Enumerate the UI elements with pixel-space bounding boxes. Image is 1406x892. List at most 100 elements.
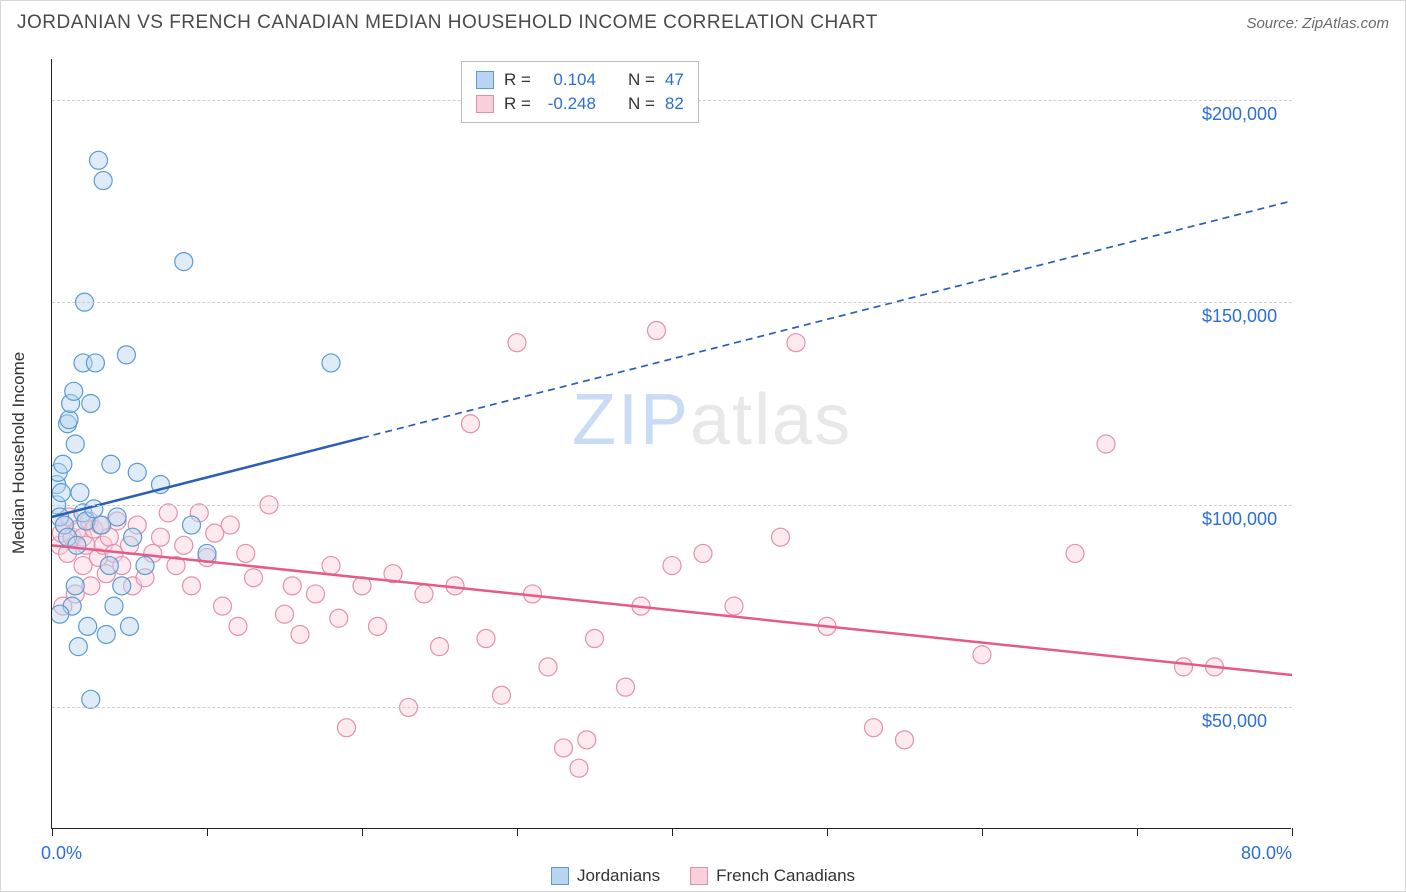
data-point (508, 334, 526, 352)
data-point (214, 597, 232, 615)
y-axis-label: Median Household Income (9, 352, 29, 554)
x-axis-min-label: 0.0% (41, 843, 82, 864)
data-point (787, 334, 805, 352)
data-point (973, 646, 991, 664)
data-point (1066, 544, 1084, 562)
data-point (330, 609, 348, 627)
chart-container: JORDANIAN VS FRENCH CANADIAN MEDIAN HOUS… (0, 0, 1406, 892)
data-point (694, 544, 712, 562)
source-label: Source: ZipAtlas.com (1246, 15, 1389, 32)
data-point (1175, 658, 1193, 676)
data-point (121, 617, 139, 635)
correlation-legend-row-1: R = 0.104 N = 47 (476, 68, 684, 92)
data-point (152, 528, 170, 546)
data-point (66, 435, 84, 453)
data-point (586, 630, 604, 648)
data-point (86, 354, 104, 372)
series-label-2: French Canadians (716, 866, 855, 886)
data-point (65, 382, 83, 400)
data-point (60, 411, 78, 429)
data-point (237, 544, 255, 562)
data-point (663, 557, 681, 575)
data-point (52, 484, 70, 502)
x-tick (672, 828, 673, 836)
data-point (431, 638, 449, 656)
series-legend: Jordanians French Canadians (1, 866, 1405, 886)
data-point (79, 617, 97, 635)
data-point (54, 455, 72, 473)
plot-svg (52, 59, 1292, 829)
data-point (183, 516, 201, 534)
data-point (124, 528, 142, 546)
data-point (102, 455, 120, 473)
data-point (175, 536, 193, 554)
data-point (865, 719, 883, 737)
x-tick (1292, 828, 1293, 836)
data-point (136, 557, 154, 575)
x-tick (52, 828, 53, 836)
series-legend-2: French Canadians (690, 866, 855, 886)
data-point (82, 394, 100, 412)
x-axis-max-label: 80.0% (1241, 843, 1292, 864)
data-point (338, 719, 356, 737)
data-point (617, 678, 635, 696)
data-point (477, 630, 495, 648)
series-swatch-2 (690, 867, 708, 885)
r-label-1: R = (504, 70, 531, 90)
y-tick-label: $50,000 (1202, 711, 1267, 732)
data-point (283, 577, 301, 595)
data-point (94, 172, 112, 190)
y-tick-label: $100,000 (1202, 509, 1277, 530)
n-label-1: N = (628, 70, 655, 90)
x-tick (517, 828, 518, 836)
data-point (570, 759, 588, 777)
data-point (493, 686, 511, 704)
data-point (128, 463, 146, 481)
data-point (108, 508, 126, 526)
data-point (896, 731, 914, 749)
data-point (82, 690, 100, 708)
data-point (66, 577, 84, 595)
data-point (369, 617, 387, 635)
legend-swatch-2 (476, 95, 494, 113)
data-point (578, 731, 596, 749)
data-point (97, 625, 115, 643)
data-point (52, 605, 69, 623)
data-point (322, 557, 340, 575)
legend-swatch-1 (476, 71, 494, 89)
data-point (71, 484, 89, 502)
plot-area: ZIPatlas $50,000$100,000$150,000$200,000 (51, 59, 1291, 829)
data-point (1097, 435, 1115, 453)
data-point (159, 504, 177, 522)
data-point (415, 585, 433, 603)
data-point (772, 528, 790, 546)
data-point (245, 569, 263, 587)
data-point (276, 605, 294, 623)
x-tick (982, 828, 983, 836)
series-swatch-1 (551, 867, 569, 885)
x-tick (362, 828, 363, 836)
data-point (105, 597, 123, 615)
trendline-dashed-1 (362, 201, 1292, 438)
data-point (291, 625, 309, 643)
data-point (555, 739, 573, 757)
correlation-legend: R = 0.104 N = 47 R = -0.248 N = 82 (461, 61, 699, 123)
gridline (52, 302, 1292, 303)
data-point (175, 253, 193, 271)
n-label-2: N = (628, 94, 655, 114)
data-point (221, 516, 239, 534)
x-tick (1137, 828, 1138, 836)
data-point (68, 536, 86, 554)
data-point (69, 638, 87, 656)
data-point (117, 346, 135, 364)
chart-header: JORDANIAN VS FRENCH CANADIAN MEDIAN HOUS… (1, 1, 1405, 45)
chart-title: JORDANIAN VS FRENCH CANADIAN MEDIAN HOUS… (17, 12, 878, 34)
gridline (52, 505, 1292, 506)
data-point (307, 585, 325, 603)
data-point (725, 597, 743, 615)
data-point (462, 415, 480, 433)
series-label-1: Jordanians (577, 866, 660, 886)
data-point (113, 577, 131, 595)
series-legend-1: Jordanians (551, 866, 660, 886)
data-point (90, 151, 108, 169)
